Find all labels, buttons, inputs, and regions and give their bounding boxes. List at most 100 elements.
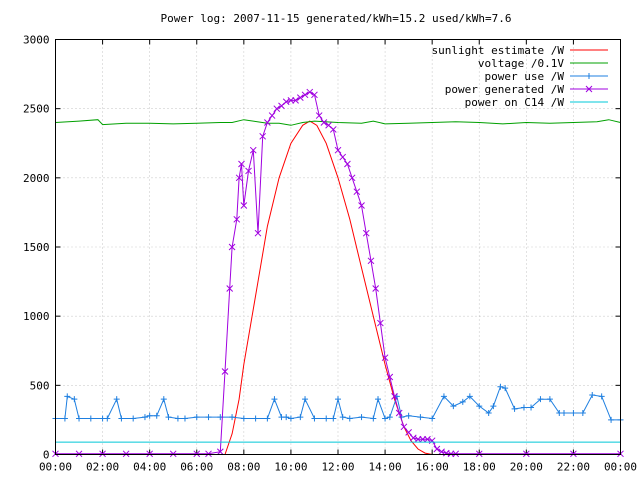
plot-frame: [55, 39, 621, 455]
x-tick-label: 20:00: [510, 461, 543, 474]
series-line: [224, 120, 433, 455]
legend-entry: power use /W: [485, 70, 608, 83]
series-0: [224, 120, 433, 455]
data-point: [273, 105, 281, 113]
x-axis-ticks: 00:00 02:00 04:00 06:00 08:00 10:00 12:00 14:00…: [39, 39, 637, 474]
data-point: [598, 393, 605, 400]
data-point: [113, 396, 120, 403]
data-point: [440, 393, 447, 400]
legend-marker: [586, 73, 592, 79]
data-point: [386, 373, 394, 381]
data-point: [459, 398, 466, 405]
data-point: [367, 257, 375, 265]
data-point: [64, 393, 71, 400]
data-point: [146, 412, 153, 419]
x-tick-label: 18:00: [463, 461, 496, 474]
legend-label: power on C14 /W: [465, 96, 565, 109]
data-point: [229, 414, 236, 421]
data-point: [302, 396, 309, 403]
y-tick-label: 3000: [23, 34, 50, 47]
data-point: [391, 393, 398, 400]
data-point: [522, 450, 530, 458]
data-point: [283, 414, 290, 421]
data-point: [344, 160, 351, 168]
y-tick-label: 1500: [23, 241, 50, 254]
legend-label: power generated /W: [445, 83, 565, 96]
data-point: [417, 414, 424, 421]
y-tick-label: 500: [30, 379, 50, 392]
data-point: [315, 112, 323, 119]
data-point: [99, 450, 106, 458]
data-point: [221, 368, 229, 375]
data-point: [311, 415, 318, 422]
data-point: [405, 429, 412, 436]
y-tick-label: 2500: [23, 103, 50, 116]
data-point: [452, 450, 460, 458]
data-point: [259, 132, 267, 140]
data-point: [264, 415, 271, 422]
data-point: [334, 146, 342, 154]
data-point: [358, 202, 365, 209]
data-point: [226, 285, 234, 292]
data-point: [570, 450, 577, 458]
legend-marker: [585, 85, 593, 93]
data-point: [104, 415, 111, 422]
data-point: [146, 450, 154, 458]
data-point: [130, 415, 137, 422]
x-tick-label: 02:00: [86, 461, 119, 474]
data-point: [335, 396, 341, 403]
data-point: [233, 215, 241, 223]
data-point: [320, 119, 328, 126]
data-point: [429, 415, 436, 422]
data-point: [395, 409, 403, 417]
data-point: [339, 153, 347, 161]
data-point: [118, 415, 125, 422]
data-point: [485, 410, 492, 416]
x-tick-label: 00:00: [39, 461, 72, 474]
data-point: [520, 404, 527, 411]
data-point: [75, 450, 83, 458]
data-point: [238, 160, 245, 168]
data-point: [301, 91, 309, 99]
data-point: [240, 202, 248, 209]
data-point: [292, 97, 299, 104]
data-point: [537, 396, 544, 403]
data-point: [475, 450, 483, 458]
legend-label: voltage /0.1V: [478, 57, 564, 70]
data-point: [252, 415, 259, 422]
data-point: [400, 423, 408, 431]
data-point: [122, 450, 130, 458]
data-point: [428, 437, 436, 445]
data-point: [438, 448, 445, 456]
data-point: [447, 450, 455, 458]
x-tick-label: 22:00: [557, 461, 590, 474]
x-tick-label: 06:00: [180, 461, 213, 474]
data-point: [216, 448, 224, 456]
data-point: [405, 412, 412, 419]
data-point: [181, 415, 188, 422]
y-axis-ticks: 0 500 1000 1500 2000 2500 3000: [23, 34, 621, 462]
data-point: [450, 403, 457, 410]
series-3: [52, 88, 624, 458]
legend-entry: sunlight estimate /W: [432, 44, 608, 57]
data-point: [282, 98, 290, 106]
data-point: [228, 243, 236, 251]
x-tick-label: 10:00: [274, 461, 307, 474]
data-point: [409, 434, 417, 442]
data-point: [372, 285, 380, 292]
data-point: [249, 146, 257, 154]
x-tick-label: 08:00: [227, 461, 260, 474]
y-tick-label: 1000: [23, 310, 50, 323]
data-point: [370, 415, 377, 422]
data-point: [271, 396, 278, 403]
y-tick-label: 2000: [23, 172, 50, 185]
legend-entry: power generated /W: [445, 83, 608, 96]
data-point: [546, 396, 553, 403]
data-point: [205, 414, 212, 421]
data-point: [205, 450, 212, 458]
data-point: [87, 415, 94, 422]
data-point: [245, 167, 252, 175]
data-point: [71, 396, 78, 403]
data-point: [174, 415, 181, 422]
